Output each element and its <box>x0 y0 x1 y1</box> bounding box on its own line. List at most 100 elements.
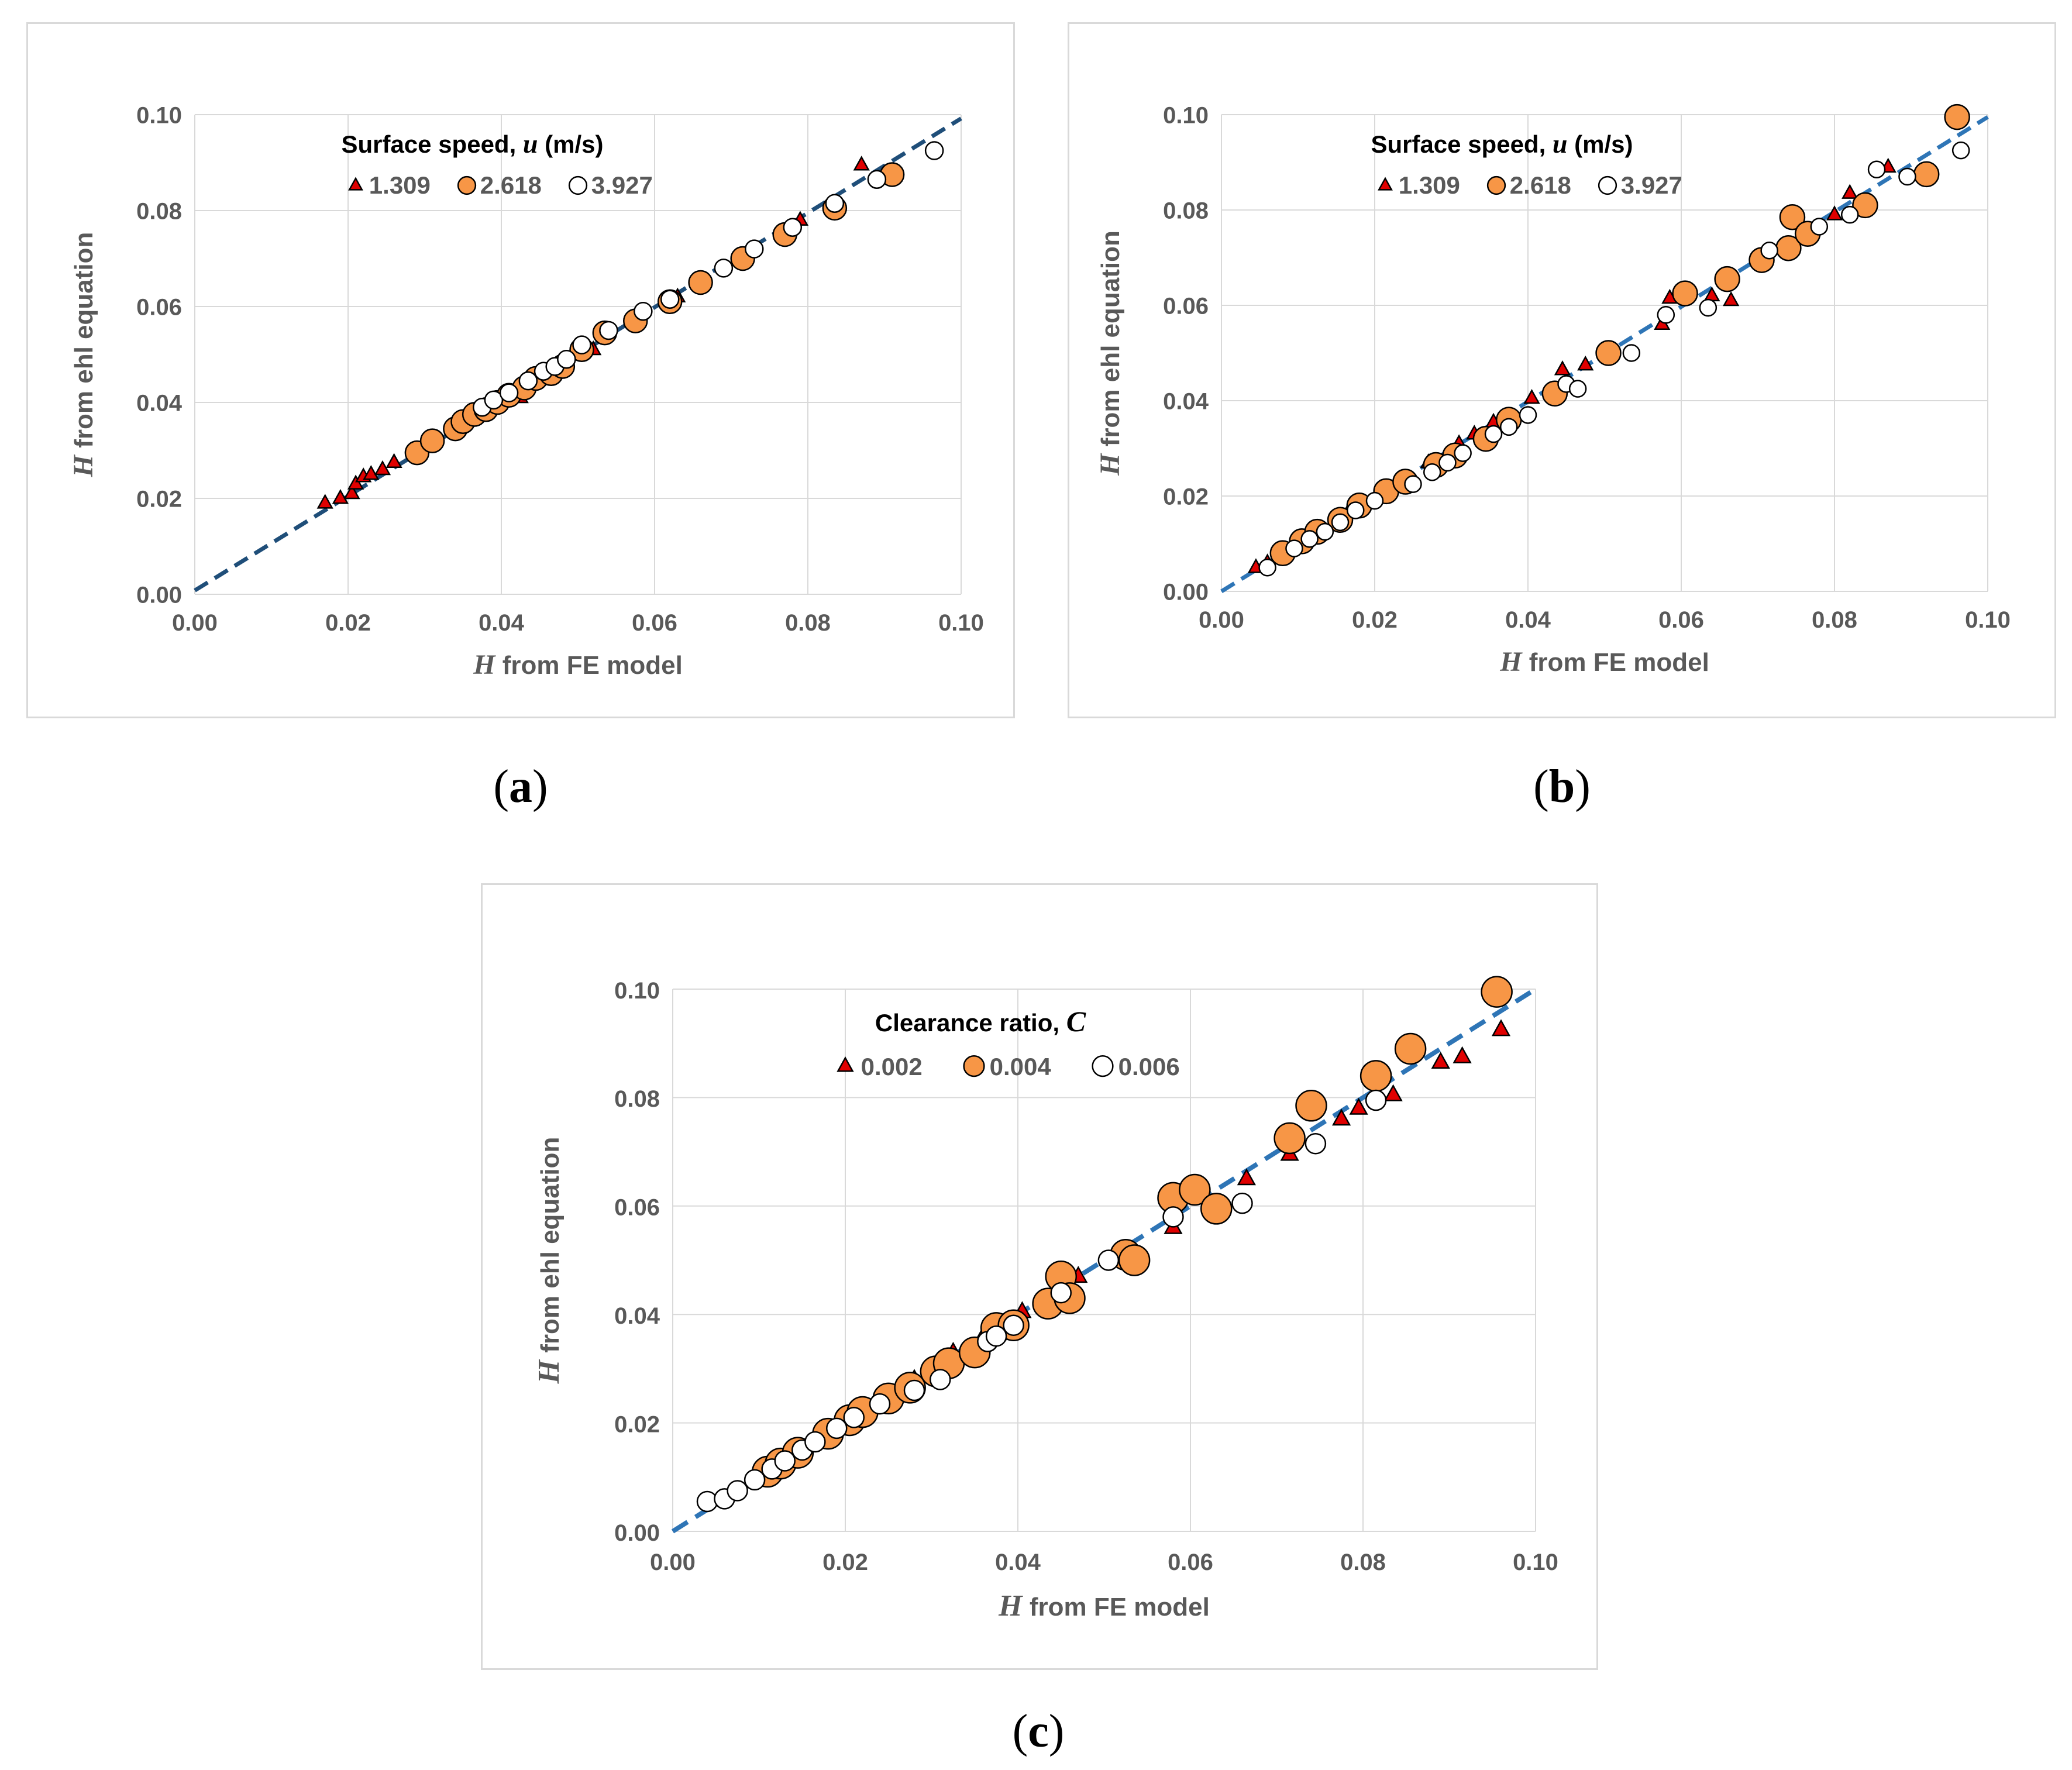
chart-b-point <box>1316 522 1334 541</box>
chart-c-ytick: 0.02 <box>614 1411 660 1437</box>
chart-c-point <box>1349 1097 1368 1115</box>
chart-a-grid <box>194 114 962 595</box>
chart-a-point <box>714 259 734 278</box>
chart-a-point <box>783 218 803 237</box>
chart-b-xtick: 0.08 <box>1812 607 1857 633</box>
chart-a-point <box>825 194 845 213</box>
chart-a-legend-marker <box>457 175 477 195</box>
chart-c-point <box>1200 1193 1233 1225</box>
chart-a-legend-marker <box>348 177 363 191</box>
chart-a-point <box>599 321 618 340</box>
chart-a-xtick: 0.10 <box>938 610 984 636</box>
chart-b-point <box>1826 205 1843 221</box>
chart-c-point <box>1118 1244 1151 1276</box>
chart-b-legend-title: Surface speed, u (m/s) <box>1371 129 1633 159</box>
chart-b-legend-label: 1.309 <box>1399 171 1460 199</box>
chart-c-legend-title: Clearance ratio, C <box>875 1005 1086 1038</box>
caption-a: (a) <box>493 761 548 812</box>
chart-a-ytick: 0.00 <box>136 582 182 608</box>
chart-panel-a: 0.00 0.02 0.04 0.06 0.08 0.10 0.00 0.02 0.04 0.06… <box>26 22 1015 718</box>
chart-c-point <box>1365 1089 1387 1111</box>
chart-c-xtick: 0.04 <box>995 1549 1041 1575</box>
chart-c-xtick: 0.10 <box>1513 1549 1558 1575</box>
chart-a-point <box>332 489 349 504</box>
chart-a-legend-label: 1.309 <box>369 171 431 199</box>
chart-a-legend: Surface speed, u (m/s) 1.309 2.618 3.927 <box>341 129 652 199</box>
chart-b-point <box>1300 530 1319 548</box>
chart-a-xlabel: H from FE model <box>473 649 683 680</box>
chart-b-ytick: 0.10 <box>1163 102 1209 128</box>
chart-a-point <box>660 290 680 309</box>
chart-c-legend: Clearance ratio, C 0.002 0.004 0.006 <box>837 1005 1180 1080</box>
chart-c-legend-label: 0.004 <box>990 1053 1052 1080</box>
chart-c-point <box>774 1450 796 1472</box>
chart-a-ytick: 0.06 <box>136 294 182 320</box>
chart-b-ytick: 0.08 <box>1163 198 1209 223</box>
chart-b-point <box>1519 406 1537 424</box>
chart-a-point <box>557 349 576 369</box>
chart-b-point <box>1622 344 1641 362</box>
chart-a-point <box>363 465 380 480</box>
chart-b-legend-marker <box>1378 177 1393 191</box>
chart-b-point <box>1331 513 1350 532</box>
chart-b-xlabel: H from FE model <box>1499 646 1709 677</box>
chart-a-xtick: 0.00 <box>172 610 218 636</box>
chart-c-xtick: 0.02 <box>822 1549 868 1575</box>
chart-b-ytick: 0.06 <box>1163 293 1209 319</box>
chart-c-point <box>1231 1192 1253 1214</box>
chart-c-legend-marker <box>963 1055 985 1077</box>
chart-c-point <box>1453 1046 1472 1063</box>
chart-b-xtick: 0.04 <box>1505 607 1551 633</box>
chart-a-point <box>853 156 870 171</box>
chart-a-point <box>343 484 360 500</box>
chart-a-xtick: 0.04 <box>479 610 525 636</box>
chart-b-ytick: 0.04 <box>1163 388 1209 414</box>
chart-panel-c: 0.00 0.02 0.04 0.06 0.08 0.10 0.00 0.02 0.04 0.06… <box>481 883 1598 1670</box>
chart-c-point <box>1431 1051 1450 1069</box>
chart-c-point <box>1162 1206 1184 1228</box>
chart-c-point <box>1097 1249 1120 1271</box>
chart-c-legend-label: 0.006 <box>1118 1053 1180 1080</box>
chart-b-point <box>1438 453 1457 472</box>
chart-a-ytick: 0.02 <box>136 486 182 512</box>
chart-b-legend-label: 3.927 <box>1621 171 1682 199</box>
chart-c-xlabel: H from FE model <box>998 1589 1210 1623</box>
caption-b: (b) <box>1533 761 1591 812</box>
chart-c-point <box>869 1393 891 1415</box>
chart-c-xtick: 0.08 <box>1340 1549 1386 1575</box>
chart-b-point <box>1285 539 1303 557</box>
chart-c-point <box>804 1431 826 1453</box>
chart-a-ytick: 0.04 <box>136 390 183 416</box>
chart-a-ytick: 0.08 <box>136 198 182 224</box>
chart-b-point <box>1699 298 1718 317</box>
chart-b-point <box>1842 184 1858 199</box>
chart-a-legend-marker <box>568 175 588 195</box>
chart-a-point <box>386 453 402 468</box>
chart-b-ticks: 0.00 0.02 0.04 0.06 0.08 0.10 0.00 0.02 0.04 0.06… <box>1163 102 2011 633</box>
chart-c-ytick: 0.00 <box>614 1520 660 1546</box>
chart-c-ytick: 0.10 <box>614 978 660 1004</box>
chart-a-point <box>518 371 538 391</box>
chart-a-point <box>867 170 887 189</box>
chart-c-legend-marker <box>837 1056 854 1072</box>
chart-b-point <box>1714 266 1740 292</box>
chart-c-grid <box>672 989 1536 1532</box>
chart-b-point <box>1944 104 1970 130</box>
chart-b-point <box>1347 501 1365 519</box>
chart-c-ticks: 0.00 0.02 0.04 0.06 0.08 0.10 0.00 0.02 0.04 0.06… <box>614 978 1558 1575</box>
chart-a-point <box>688 270 713 295</box>
chart-b-point <box>1554 360 1571 376</box>
chart-c-point <box>1295 1090 1327 1122</box>
chart-c-point <box>1394 1032 1427 1065</box>
chart-c-ytick: 0.08 <box>614 1086 660 1112</box>
chart-b-point <box>1577 355 1594 371</box>
chart-b-xtick: 0.02 <box>1352 607 1398 633</box>
chart-b-ytick: 0.02 <box>1163 484 1209 509</box>
chart-c-point <box>1305 1132 1327 1155</box>
chart-b-legend: Surface speed, u (m/s) 1.309 2.618 3.927 <box>1371 129 1682 199</box>
chart-b-point <box>1779 204 1806 230</box>
chart-b-point <box>1852 192 1878 219</box>
chart-c-point <box>1383 1084 1403 1101</box>
chart-b-ylabel: H from ehl equation <box>1094 230 1126 476</box>
chart-c-legend-label: 0.002 <box>861 1053 923 1080</box>
